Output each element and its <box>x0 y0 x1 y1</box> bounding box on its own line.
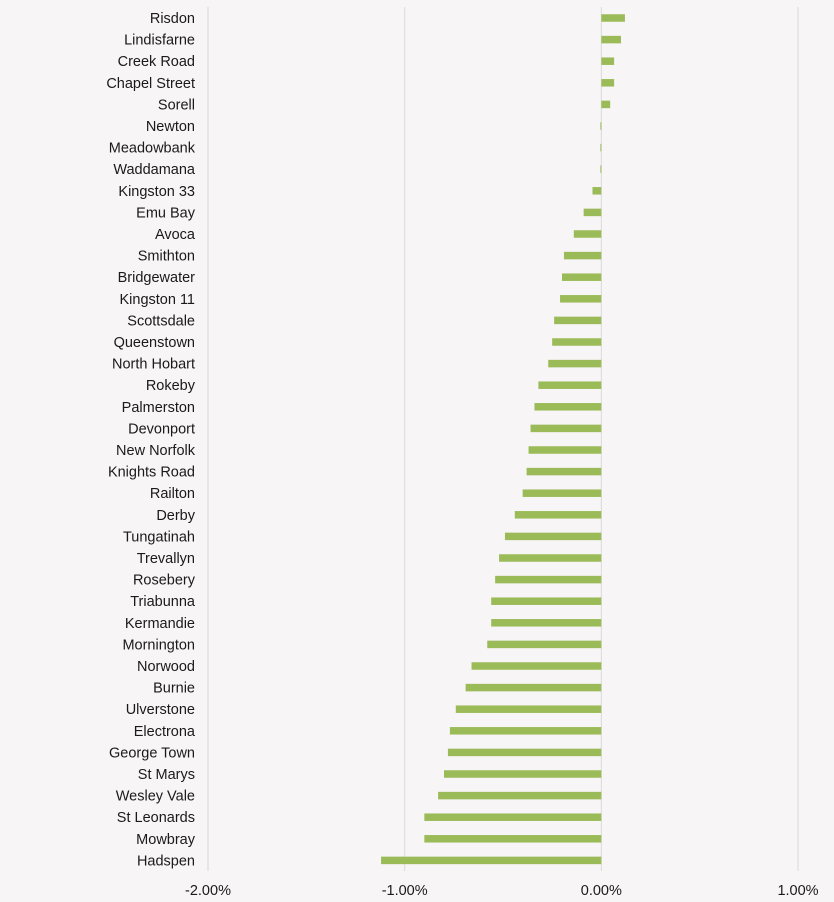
bar <box>548 359 602 368</box>
category-label: Burnie <box>153 681 195 697</box>
bar <box>528 446 602 454</box>
category-labels: Risdon Lindisfarne Creek Road Chapel Street… <box>106 11 196 869</box>
category-label: Electrona <box>134 724 196 740</box>
category-label: Hadspen <box>137 853 195 869</box>
category-label: New Norfolk <box>116 443 196 459</box>
bar <box>601 57 615 65</box>
category-label: Norwood <box>137 659 195 675</box>
bar <box>491 619 602 627</box>
bar <box>491 597 602 605</box>
category-label: Devonport <box>128 421 195 437</box>
category-label: Waddamana <box>113 162 196 178</box>
bar <box>449 727 602 735</box>
bar <box>600 165 602 173</box>
category-label: Kingston 33 <box>118 184 195 200</box>
category-label: Trevallyn <box>137 551 195 567</box>
bar <box>455 705 602 713</box>
category-label: Meadowbank <box>109 141 196 157</box>
category-label: Scottsdale <box>127 313 195 329</box>
bar <box>600 122 602 130</box>
bar <box>601 100 611 109</box>
category-label: Railton <box>150 486 195 502</box>
bar <box>495 575 602 584</box>
category-label: Mowbray <box>136 832 196 848</box>
bar <box>554 316 602 325</box>
bar <box>526 467 602 476</box>
bar <box>601 35 621 44</box>
category-label: Wesley Vale <box>116 789 195 805</box>
bar <box>601 79 615 87</box>
bar <box>444 770 602 778</box>
bar <box>487 640 602 649</box>
category-label: Ulverstone <box>126 702 195 718</box>
bar <box>438 791 602 800</box>
category-label: George Town <box>109 745 195 761</box>
category-label: Creek Road <box>118 54 195 70</box>
bar <box>534 403 602 411</box>
category-label: Newton <box>146 119 195 135</box>
category-label: Emu Bay <box>136 205 196 221</box>
x-tick-label: -1.00% <box>382 883 428 899</box>
category-label: Triabunna <box>130 594 196 610</box>
bar <box>471 662 602 670</box>
bar <box>424 813 602 821</box>
x-tick-label: 1.00% <box>777 883 818 899</box>
category-label: Smithton <box>138 249 195 265</box>
bar <box>552 338 602 346</box>
category-label: Palmerston <box>122 400 195 416</box>
bars <box>381 14 625 865</box>
bar <box>504 532 602 541</box>
category-label: St Marys <box>138 767 195 783</box>
category-label: Queenstown <box>114 335 195 351</box>
bar <box>522 489 602 497</box>
bar <box>560 295 602 303</box>
bar <box>563 251 602 260</box>
category-label: Derby <box>156 508 195 524</box>
gridlines <box>207 7 799 871</box>
category-label: Sorell <box>158 97 195 113</box>
bar <box>562 273 602 281</box>
bar <box>600 143 602 152</box>
bar <box>499 554 602 562</box>
category-label: Rokeby <box>146 378 196 394</box>
category-label: Bridgewater <box>118 270 196 286</box>
category-label: Lindisfarne <box>124 33 195 49</box>
category-label: Kingston 11 <box>119 292 195 308</box>
x-tick-labels: -2.00% -1.00% 0.00% 1.00% <box>185 883 819 899</box>
bar <box>424 835 602 843</box>
category-label: Tungatinah <box>123 529 195 545</box>
bar <box>538 381 602 389</box>
category-label: Avoca <box>155 227 196 243</box>
bar <box>573 230 602 238</box>
bar <box>583 208 602 217</box>
bar <box>514 511 602 519</box>
category-label: Mornington <box>122 637 195 653</box>
bar <box>530 424 602 433</box>
category-label: Risdon <box>150 11 195 27</box>
bar <box>465 683 602 692</box>
bar <box>592 187 602 195</box>
bar <box>601 14 625 22</box>
category-label: Kermandie <box>125 616 195 632</box>
bar <box>447 748 602 757</box>
category-label: North Hobart <box>112 357 195 373</box>
x-tick-label: 0.00% <box>581 883 622 899</box>
category-label: Knights Road <box>108 465 195 481</box>
category-label: Chapel Street <box>106 76 195 92</box>
category-label: St Leonards <box>117 810 195 826</box>
x-tick-label: -2.00% <box>185 883 231 899</box>
bar <box>381 856 602 865</box>
category-label: Rosebery <box>133 573 196 589</box>
